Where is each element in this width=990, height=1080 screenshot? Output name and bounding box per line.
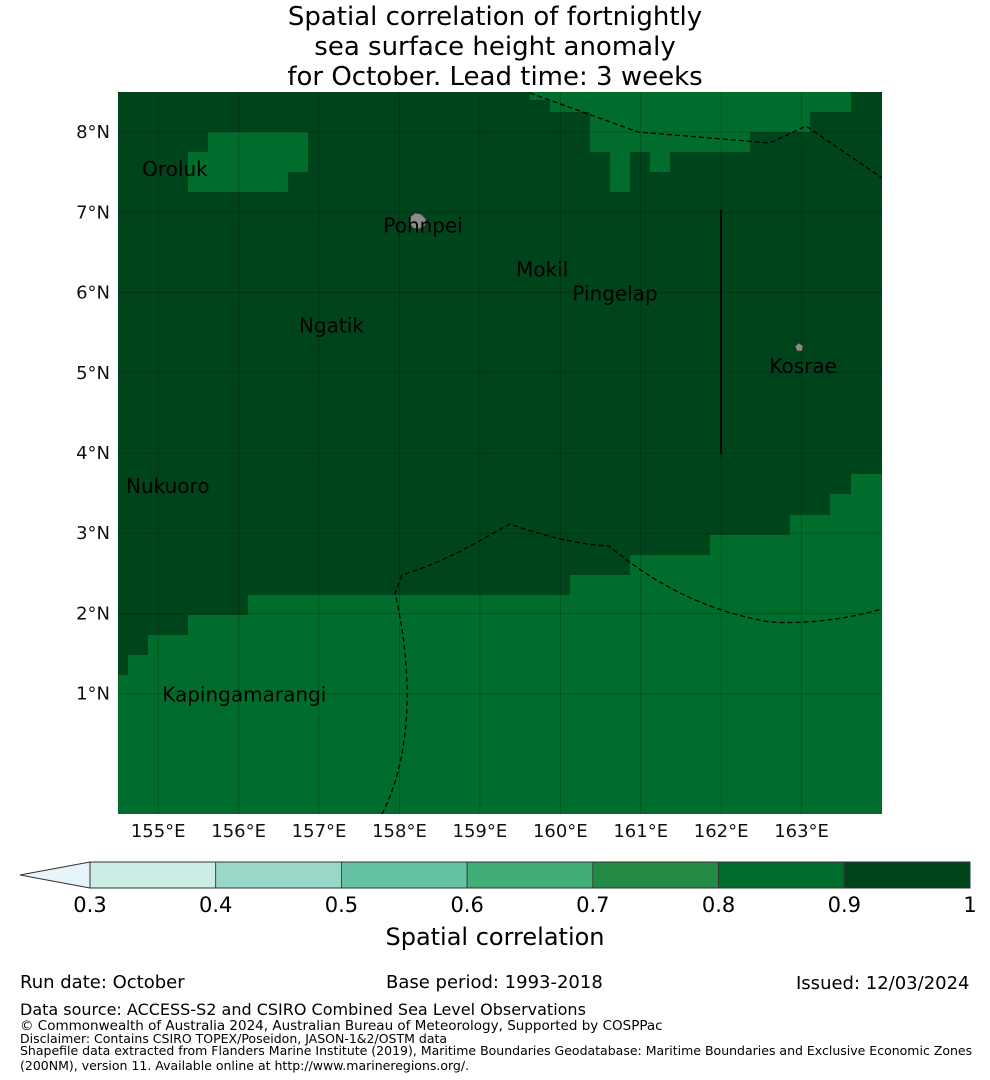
longitude-tick-label: 160°E xyxy=(533,821,588,842)
place-label-nukuoro: Nukuoro xyxy=(126,474,210,498)
longitude-tick-label: 155°E xyxy=(131,821,186,842)
colorbar-label: Spatial correlation xyxy=(385,923,604,951)
place-label-ngatik: Ngatik xyxy=(299,314,364,338)
colorbar-segment xyxy=(215,861,342,889)
map-gridlines xyxy=(118,92,882,814)
copyright-notice: © Commonwealth of Australia 2024, Austra… xyxy=(20,1018,663,1034)
issued-date: Issued: 12/03/2024 xyxy=(796,973,970,994)
colorbar-tick-label: 0.8 xyxy=(702,893,735,917)
disclaimer: Disclaimer: Contains CSIRO TOPEX/Poseido… xyxy=(20,1031,448,1046)
latitude-tick-label: 4°N xyxy=(76,443,110,464)
longitude-tick-label: 159°E xyxy=(453,821,508,842)
colorbar-segment xyxy=(592,861,719,889)
colorbar-segment xyxy=(718,861,845,889)
colorbar-segment xyxy=(843,861,971,889)
latitude-axis: 8°N 7°N 6°N 5°N 4°N 3°N 2°N 1°N xyxy=(76,122,110,705)
place-label-pohnpei: Pohnpei xyxy=(383,213,463,237)
place-label-oroluk: Oroluk xyxy=(142,157,208,181)
field-region-oroluk xyxy=(188,132,308,192)
colorbar-segment xyxy=(89,861,217,889)
run-date: Run date: October xyxy=(20,972,185,993)
title-line-1: Spatial correlation of fortnightly xyxy=(287,2,703,32)
longitude-tick-label: 156°E xyxy=(211,821,266,842)
latitude-tick-label: 7°N xyxy=(76,202,110,223)
colorbar-segment xyxy=(341,861,468,889)
colorbar-tick-label: 0.3 xyxy=(73,893,106,917)
longitude-tick-label: 161°E xyxy=(613,821,668,842)
base-period: Base period: 1993-2018 xyxy=(386,972,603,993)
place-label-kosrae: Kosrae xyxy=(769,354,837,378)
longitude-tick-label: 158°E xyxy=(372,821,427,842)
colorbar: 0.3 0.4 0.5 0.6 0.7 0.8 0.9 1 Spatial correlati… xyxy=(19,861,977,951)
colorbar-tick-label: 0.6 xyxy=(450,893,483,917)
colorbar-extend-triangle xyxy=(19,861,91,889)
colorbar-tick-label: 1 xyxy=(963,893,976,917)
longitude-tick-label: 163°E xyxy=(774,821,829,842)
eez-boundaries xyxy=(381,92,882,814)
colorbar-tick-label: 0.5 xyxy=(325,893,358,917)
eez-boundary-south xyxy=(381,523,882,814)
place-label-pingelap: Pingelap xyxy=(572,282,657,306)
field-region-northeast xyxy=(530,92,851,192)
eez-boundary-north xyxy=(529,92,882,179)
title-line-2: sea surface height anomaly xyxy=(314,32,676,62)
map-title: Spatial correlation of fortnightly sea s… xyxy=(0,2,990,92)
place-label-mokil: Mokil xyxy=(516,257,568,281)
title-line-3: for October. Lead time: 3 weeks xyxy=(287,62,703,92)
field-region-south xyxy=(118,474,882,814)
latitude-tick-label: 8°N xyxy=(76,122,110,143)
longitude-tick-label: 157°E xyxy=(292,821,347,842)
pohnpei-island-shape xyxy=(408,212,427,230)
latitude-tick-label: 2°N xyxy=(76,603,110,624)
latitude-tick-label: 3°N xyxy=(76,523,110,544)
latitude-tick-label: 5°N xyxy=(76,363,110,384)
colorbar-tick-label: 0.4 xyxy=(199,893,232,917)
place-label-kapingamarangi: Kapingamarangi xyxy=(162,683,326,707)
colorbar-segment xyxy=(466,861,594,889)
colorbar-tick-label: 0.7 xyxy=(576,893,609,917)
colorbar-tick-label: 0.9 xyxy=(828,893,861,917)
data-source: Data source: ACCESS-S2 and CSIRO Combine… xyxy=(20,1000,586,1019)
latitude-tick-label: 1°N xyxy=(76,684,110,705)
longitude-tick-label: 162°E xyxy=(694,821,749,842)
shapefile-credit-line-1: Shapefile data extracted from Flanders M… xyxy=(20,1043,973,1058)
shapefile-credit-line-2: (200NM), version 11. Available online at… xyxy=(20,1058,470,1073)
kosrae-island-shape xyxy=(794,342,804,352)
longitude-axis: 155°E 156°E 157°E 158°E 159°E 160°E 161°E 162°E… xyxy=(131,821,829,842)
latitude-tick-label: 6°N xyxy=(76,283,110,304)
